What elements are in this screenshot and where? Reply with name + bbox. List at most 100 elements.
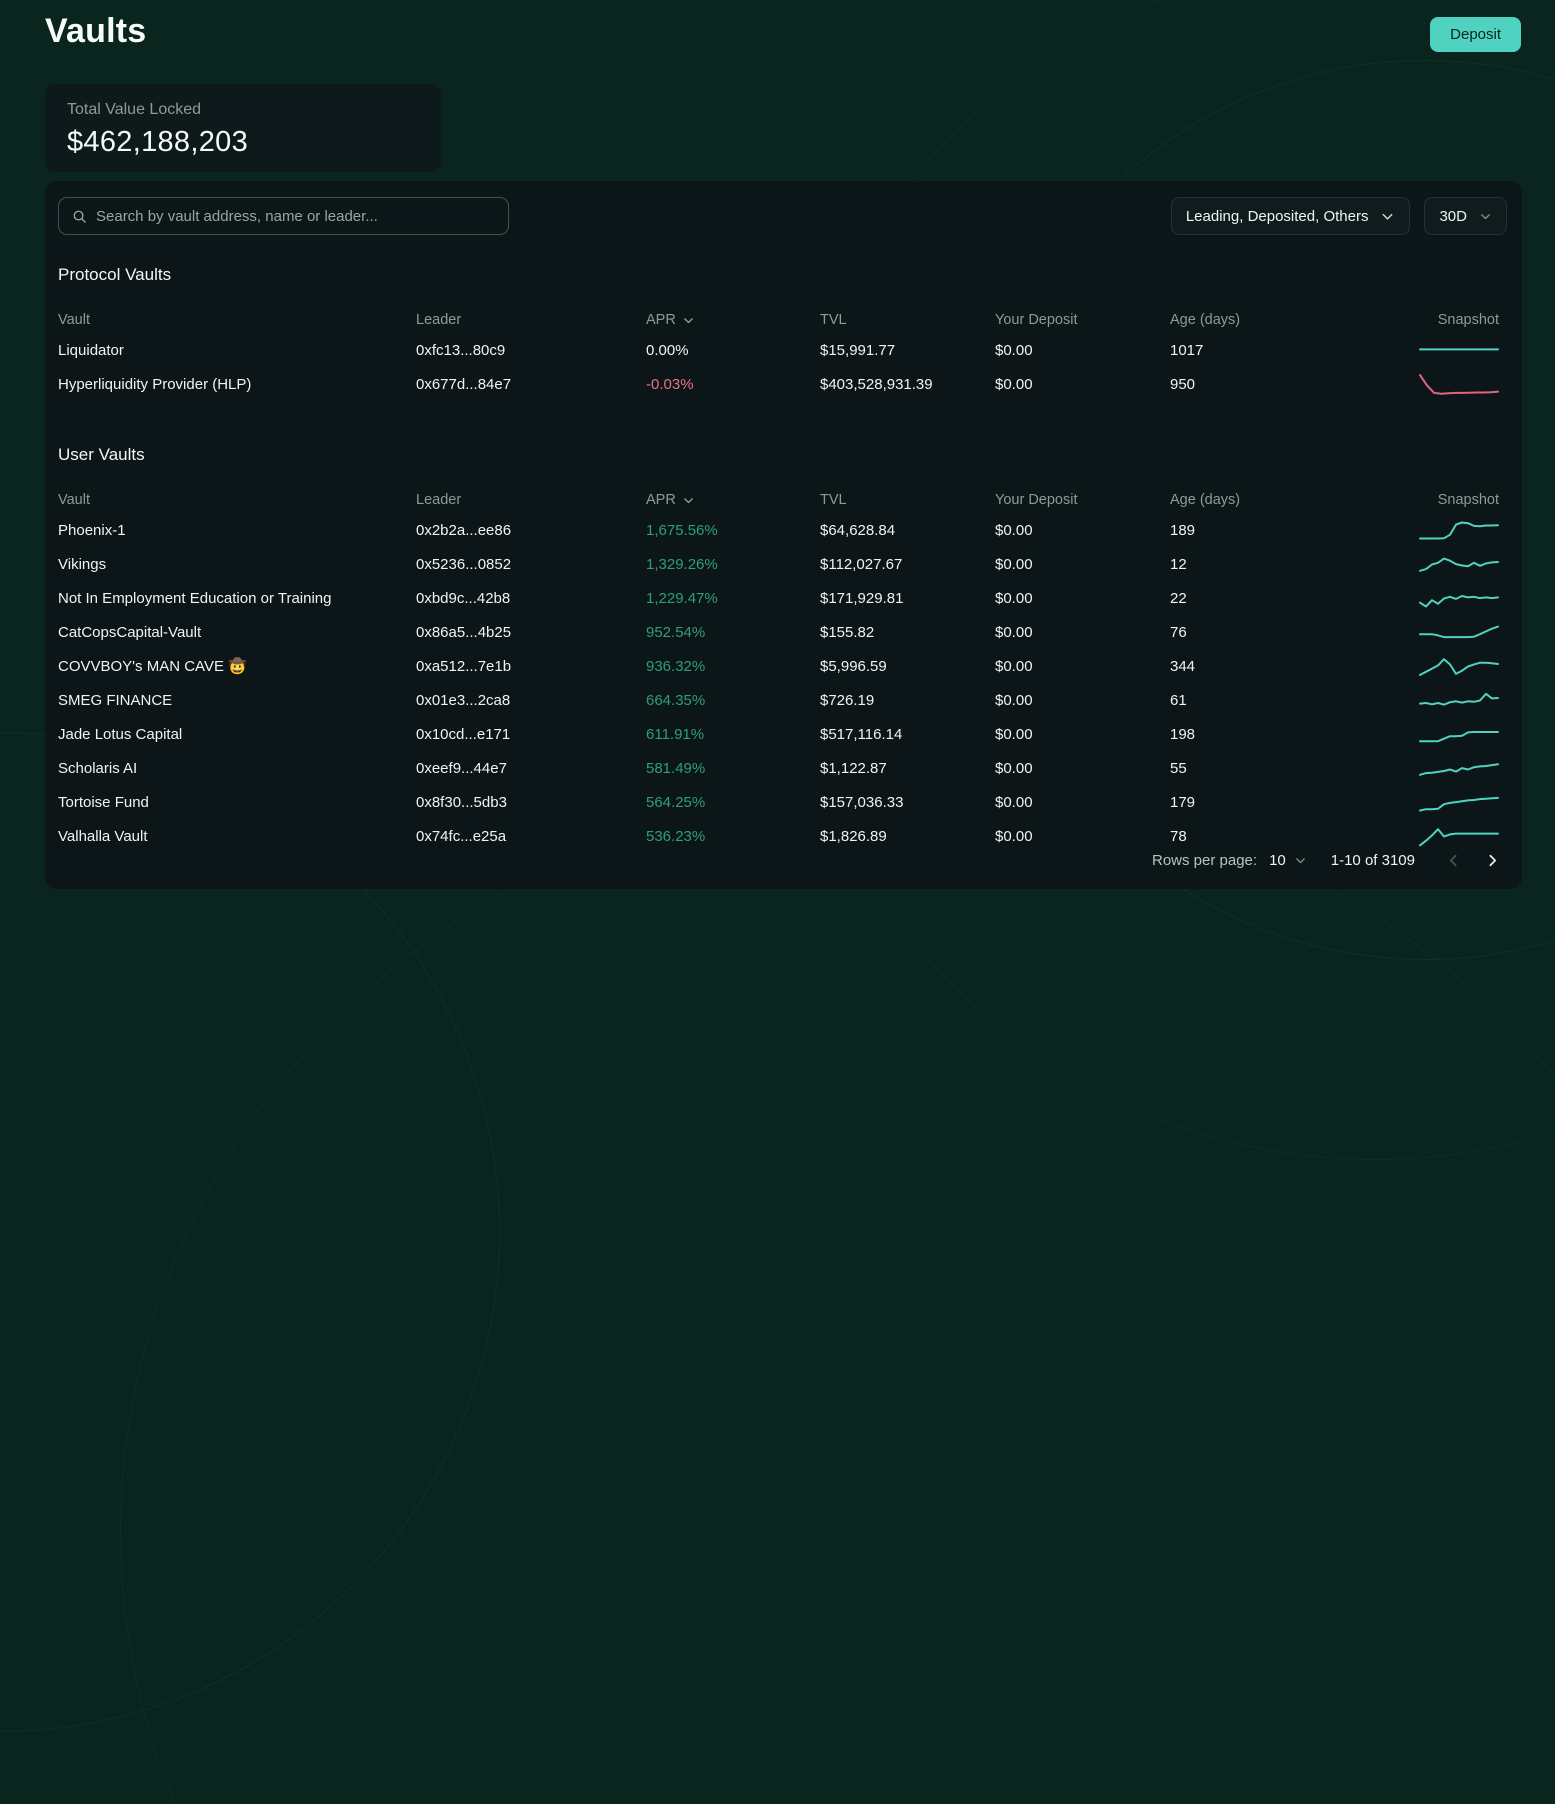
sparkline-chart [1419, 692, 1499, 706]
vault-name-cell: Liquidator [58, 341, 124, 359]
deposit-cell: $0.00 [995, 691, 1033, 709]
pagination-bar: Rows per page: 10 1-10 of 3109 [1152, 846, 1507, 875]
sparkline-chart [1419, 595, 1499, 608]
column-header-vault: Vault [58, 312, 90, 328]
vault-name-cell: Vikings [58, 555, 107, 573]
apr-sort-chevron-icon[interactable] [682, 314, 695, 327]
tvl-label: Total Value Locked [67, 101, 202, 118]
deposit-cell: $0.00 [995, 827, 1033, 845]
table-row[interactable]: Valhalla Vault 0x74fc...e25a 536.23% $1,826… [58, 819, 1507, 853]
column-header-apr[interactable]: APR [646, 312, 820, 328]
leader-cell: 0xfc13...80c9 [416, 341, 506, 359]
next-page-button[interactable] [1478, 846, 1507, 875]
vault-name-cell: Phoenix-1 [58, 521, 126, 539]
tvl-cell: $15,991.77 [820, 341, 896, 359]
background-arc [120, 782, 1555, 1804]
snapshot-cell [1413, 619, 1507, 645]
deposit-cell: $0.00 [995, 521, 1033, 539]
category-filter-dropdown[interactable]: Leading, Deposited, Others [1170, 197, 1411, 235]
chevron-down-icon [1479, 210, 1492, 223]
table-row[interactable]: Scholaris AI 0xeef9...44e7 581.49% $1,122.8… [58, 751, 1507, 785]
apr-cell: 1,329.26% [646, 555, 718, 573]
age-cell: 189 [1170, 521, 1196, 539]
deposit-cell: $0.00 [995, 793, 1033, 811]
leader-cell: 0x5236...0852 [416, 555, 512, 573]
sparkline-chart [1419, 521, 1499, 540]
protocol-vaults-table: Liquidator 0xfc13...80c9 0.00% $15,991.77 $0… [58, 333, 1507, 401]
apr-cell: 664.35% [646, 691, 706, 709]
column-header-leader: Leader [416, 492, 462, 508]
snapshot-cell [1413, 823, 1507, 849]
table-row[interactable]: Tortoise Fund 0x8f30...5db3 564.25% $157,03… [58, 785, 1507, 819]
deposit-cell: $0.00 [995, 589, 1033, 607]
vault-name-cell: Hyperliquidity Provider (HLP) [58, 375, 252, 393]
apr-cell: -0.03% [646, 375, 694, 393]
tvl-cell: $171,929.81 [820, 589, 904, 607]
chevron-down-icon [1380, 209, 1395, 224]
vault-name-cell: Scholaris AI [58, 759, 138, 777]
period-filter-label: 30D [1439, 207, 1467, 225]
apr-sort-chevron-icon[interactable] [682, 494, 695, 507]
vault-name-cell: Tortoise Fund [58, 793, 149, 811]
leader-cell: 0x86a5...4b25 [416, 623, 512, 641]
snapshot-cell [1413, 337, 1507, 363]
tvl-cell: $64,628.84 [820, 521, 896, 539]
vault-name-cell: SMEG FINANCE [58, 691, 173, 709]
snapshot-cell [1413, 371, 1507, 397]
column-header-snapshot: Snapshot [1437, 492, 1499, 508]
column-header-vault: Vault [58, 492, 90, 508]
deposit-cell: $0.00 [995, 725, 1033, 743]
user-vaults-table: Phoenix-1 0x2b2a...ee86 1,675.56% $64,628.8… [58, 513, 1507, 853]
deposit-button[interactable]: Deposit [1430, 17, 1521, 52]
column-header-your-deposit: Your Deposit [995, 492, 1078, 508]
age-cell: 198 [1170, 725, 1196, 743]
period-filter-dropdown[interactable]: 30D [1424, 197, 1507, 235]
leader-cell: 0x01e3...2ca8 [416, 691, 511, 709]
column-header-leader: Leader [416, 312, 462, 328]
leader-cell: 0x10cd...e171 [416, 725, 511, 743]
tvl-cell: $1,122.87 [820, 759, 887, 777]
vaults-panel: Leading, Deposited, Others 30D Protocol … [45, 181, 1522, 889]
apr-cell: 936.32% [646, 657, 706, 675]
rows-per-page-label: Rows per page: [1152, 852, 1258, 869]
table-row[interactable]: Not In Employment Education or Training 0… [58, 581, 1507, 615]
deposit-cell: $0.00 [995, 759, 1033, 777]
snapshot-cell [1413, 789, 1507, 815]
column-header-your-deposit: Your Deposit [995, 312, 1078, 328]
table-row[interactable]: Vikings 0x5236...0852 1,329.26% $112,027.67… [58, 547, 1507, 581]
sparkline-chart [1419, 348, 1499, 351]
table-row[interactable]: Liquidator 0xfc13...80c9 0.00% $15,991.77 $0… [58, 333, 1507, 367]
leader-cell: 0xbd9c...42b8 [416, 589, 511, 607]
table-row[interactable]: CatCopsCapital-Vault 0x86a5...4b25 952.54%… [58, 615, 1507, 649]
apr-cell: 611.91% [646, 725, 705, 743]
table-row[interactable]: COVVBOY's MAN CAVE 🤠 0xa512...7e1b 936.32%… [58, 649, 1507, 683]
sparkline-chart [1419, 763, 1499, 776]
snapshot-cell [1413, 653, 1507, 679]
age-cell: 76 [1170, 623, 1187, 641]
table-row[interactable]: Phoenix-1 0x2b2a...ee86 1,675.56% $64,628.8… [58, 513, 1507, 547]
leader-cell: 0x677d...84e7 [416, 375, 512, 393]
table-row[interactable]: Jade Lotus Capital 0x10cd...e171 611.91% $5… [58, 717, 1507, 751]
search-input[interactable] [96, 207, 495, 225]
table-row[interactable]: SMEG FINANCE 0x01e3...2ca8 664.35% $726.19 $… [58, 683, 1507, 717]
age-cell: 179 [1170, 793, 1196, 811]
vault-name-cell: COVVBOY's MAN CAVE 🤠 [58, 658, 247, 675]
tvl-value: $462,188,203 [67, 126, 248, 158]
table-row[interactable]: Hyperliquidity Provider (HLP) 0x677d...84… [58, 367, 1507, 401]
column-header-apr[interactable]: APR [646, 492, 820, 508]
age-cell: 22 [1170, 589, 1187, 607]
pagination-range: 1-10 of 3109 [1330, 852, 1415, 869]
rows-per-page-value: 10 [1269, 852, 1286, 869]
previous-page-button[interactable] [1439, 846, 1468, 875]
search-box[interactable] [58, 197, 509, 235]
apr-cell: 952.54% [646, 623, 706, 641]
age-cell: 55 [1170, 759, 1187, 777]
chevron-down-icon [1294, 854, 1307, 867]
age-cell: 344 [1170, 657, 1196, 675]
sparkline-chart [1419, 796, 1499, 812]
deposit-cell: $0.00 [995, 555, 1033, 573]
protocol-vaults-header: Vault Leader APR TVL Your Deposit Age (d… [58, 307, 1507, 333]
top-bar: Vaults Deposit [45, 12, 1521, 52]
deposit-cell: $0.00 [995, 623, 1033, 641]
rows-per-page-select[interactable]: 10 [1267, 848, 1309, 873]
